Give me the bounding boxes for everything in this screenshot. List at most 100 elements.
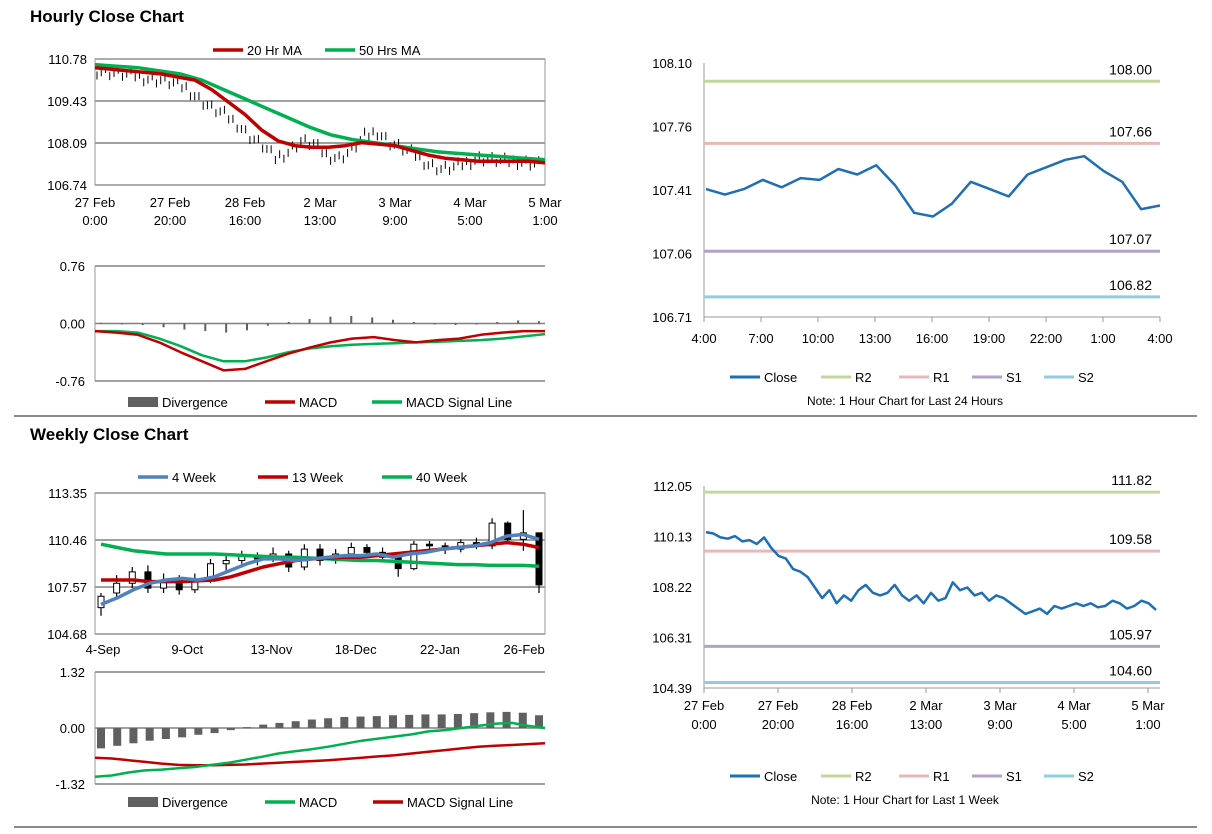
h-macd-divergence-bar bbox=[350, 315, 353, 324]
h-price-xtick-date: 27 Feb bbox=[150, 195, 190, 210]
h-lvl-note: Note: 1 Hour Chart for Last 24 Hours bbox=[807, 394, 1003, 408]
h-macd-divergence-bar bbox=[246, 323, 248, 331]
w-lvl-note: Note: 1 Hour Chart for Last 1 Week bbox=[811, 793, 1000, 807]
w-macd-divergence-bar bbox=[259, 724, 268, 728]
w-macd-ytick: -1.32 bbox=[55, 777, 85, 792]
w-candle-body bbox=[426, 543, 433, 547]
h-price-xtick-time: 5:00 bbox=[457, 213, 482, 228]
w-candle-body bbox=[410, 543, 418, 570]
w-macd-divergence-bar bbox=[437, 714, 446, 728]
w-price-frame bbox=[94, 492, 546, 635]
h-price-xtick-date: 5 Mar bbox=[528, 195, 562, 210]
w-macd-divergence-bar bbox=[518, 712, 527, 728]
h-lvl-ytick: 107.06 bbox=[652, 247, 692, 262]
w-price-xtick: 26-Feb bbox=[504, 642, 545, 657]
w-lvl-legend-s2-label: S2 bbox=[1078, 769, 1094, 784]
h-lvl-legend-r1-label: R1 bbox=[933, 370, 950, 385]
w-lvl-legend-r2-label: R2 bbox=[855, 769, 872, 784]
w-candle-body bbox=[113, 582, 121, 594]
w-macd-divergence-bar bbox=[421, 714, 430, 728]
weekly-levels-chart: 112.05 110.13 108.22 106.31 104.39 111.82 109.… bbox=[652, 472, 1165, 807]
w-macd-legend-divergence-label: Divergence bbox=[162, 795, 228, 810]
w-candle-body bbox=[222, 559, 230, 565]
w-macd-divergence-bar bbox=[389, 715, 397, 728]
h-lvl-ytick: 107.41 bbox=[652, 183, 692, 198]
w-macd-divergence-bar bbox=[275, 722, 284, 728]
bottom-divider bbox=[14, 826, 1197, 828]
h-price-ma50-line bbox=[94, 62, 546, 162]
h-lvl-legend-s1-label: S1 bbox=[1006, 370, 1022, 385]
w-candle-body bbox=[347, 546, 355, 555]
h-price-xtick-time: 9:00 bbox=[382, 213, 407, 228]
h-macd-divergence-bar bbox=[538, 321, 540, 324]
h-macd-divergence-bar bbox=[371, 317, 374, 324]
h-macd-ytick: -0.76 bbox=[55, 374, 85, 389]
h-lvl-legend-s2-label: S2 bbox=[1078, 370, 1094, 385]
w-macd-divergence-bar bbox=[161, 728, 170, 740]
h-macd-divergence-bar bbox=[475, 323, 478, 325]
w-price-ytick: 110.46 bbox=[48, 533, 87, 548]
h-lvl-xtick: 13:00 bbox=[859, 331, 892, 346]
w-lvl-xtick-time: 20:00 bbox=[762, 717, 795, 732]
h-price-ytick: 110.78 bbox=[48, 52, 87, 67]
w-candle-body bbox=[504, 522, 512, 540]
w-lvl-ytick: 110.13 bbox=[653, 530, 692, 545]
w-macd-divergence-bar bbox=[356, 716, 365, 728]
h-macd-divergence-bar bbox=[412, 321, 415, 324]
h-macd-legend-divergence-label: Divergence bbox=[162, 395, 228, 410]
h-price-xtick-time: 16:00 bbox=[229, 213, 262, 228]
w-lvl-xtick-time: 13:00 bbox=[910, 717, 943, 732]
h-price-xtick-time: 13:00 bbox=[304, 213, 337, 228]
w-lvl-ytick: 106.31 bbox=[652, 631, 692, 646]
h-macd-divergence-bar bbox=[517, 320, 520, 324]
h-macd-divergence-bar bbox=[141, 323, 144, 326]
h-macd-divergence-bar bbox=[225, 323, 228, 333]
w-legend-13wk-label: 13 Week bbox=[292, 470, 344, 485]
h-price-frame bbox=[94, 58, 546, 186]
w-lvl-level-label-s1: 105.97 bbox=[1109, 626, 1152, 642]
w-lvl-xtick-date: 3 Mar bbox=[983, 698, 1017, 713]
w-macd-divergence-bar bbox=[324, 718, 333, 728]
w-candle-body bbox=[128, 571, 136, 584]
w-macd-legend-divergence-swatch bbox=[128, 797, 158, 807]
h-price-xtick-date: 2 Mar bbox=[303, 195, 337, 210]
w-price-ytick: 104.68 bbox=[47, 627, 87, 642]
w-lvl-level-label-s2: 104.60 bbox=[1109, 662, 1152, 678]
hourly-levels-chart: 108.10 107.76 107.41 107.06 106.71 108.00 107.… bbox=[652, 56, 1172, 408]
h-macd-divergence-bar bbox=[120, 323, 123, 325]
w-lvl-xtick-date: 5 Mar bbox=[1131, 698, 1165, 713]
w-lvl-ytick: 112.05 bbox=[653, 479, 692, 494]
w-macd-divergence-bar bbox=[226, 728, 235, 731]
h-macd-divergence-bar bbox=[308, 318, 311, 324]
h-macd-divergence-bar bbox=[204, 323, 207, 332]
w-macd-divergence-bar bbox=[502, 711, 511, 728]
w-lvl-xtick-date: 2 Mar bbox=[909, 698, 943, 713]
w-price-xtick: 18-Dec bbox=[335, 642, 377, 657]
h-lvl-level-label-s2: 106.82 bbox=[1109, 277, 1152, 293]
w-lvl-legend-close-label: Close bbox=[764, 769, 797, 784]
h-lvl-xtick: 1:00 bbox=[1090, 331, 1115, 346]
h-price-xtick-date: 27 Feb bbox=[75, 195, 115, 210]
w-price-xtick: 22-Jan bbox=[420, 642, 460, 657]
h-lvl-legend-close-label: Close bbox=[764, 370, 797, 385]
h-lvl-level-label-s1: 107.07 bbox=[1109, 231, 1152, 247]
w-macd-divergence-bar bbox=[178, 728, 187, 738]
w-macd-divergence-bar bbox=[113, 728, 122, 746]
h-macd-divergence-bar bbox=[100, 322, 102, 324]
w-macd-divergence-bar bbox=[291, 721, 300, 728]
h-macd-divergence-bar bbox=[162, 323, 165, 328]
h-price-ma20-line bbox=[94, 65, 546, 165]
w-macd-divergence-bar bbox=[243, 727, 251, 729]
h-lvl-xtick: 16:00 bbox=[916, 331, 949, 346]
h-price-xtick-time: 0:00 bbox=[82, 213, 107, 228]
w-macd-divergence-bar bbox=[194, 728, 203, 735]
w-macd-ytick: 1.32 bbox=[60, 665, 85, 680]
w-macd-divergence-bar bbox=[210, 728, 219, 734]
w-macd-legend-3-label: MACD Signal Line bbox=[407, 795, 513, 810]
h-price-xtick-date: 4 Mar bbox=[453, 195, 487, 210]
section-divider bbox=[14, 415, 1197, 417]
h-macd-legend-2-label: MACD bbox=[299, 395, 337, 410]
w-macd-macd-line bbox=[94, 721, 546, 779]
w-price-ytick: 107.57 bbox=[47, 580, 87, 595]
w-lvl-ytick: 104.39 bbox=[652, 681, 692, 696]
